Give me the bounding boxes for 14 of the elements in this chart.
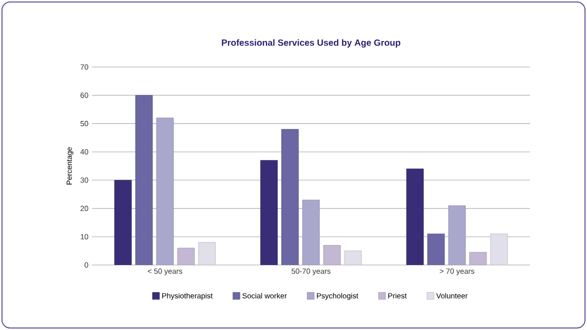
chart-title: Professional Services Used by Age Group	[222, 39, 400, 48]
bar	[198, 242, 216, 265]
bar	[260, 160, 278, 265]
bar	[490, 234, 508, 265]
bar	[135, 95, 153, 265]
bar	[302, 200, 320, 265]
bar	[323, 245, 341, 265]
bar	[427, 234, 445, 265]
bar	[344, 250, 362, 265]
bar	[448, 205, 466, 265]
bar	[406, 168, 424, 265]
bar	[114, 180, 132, 265]
bar	[156, 118, 174, 265]
bar	[281, 129, 299, 265]
